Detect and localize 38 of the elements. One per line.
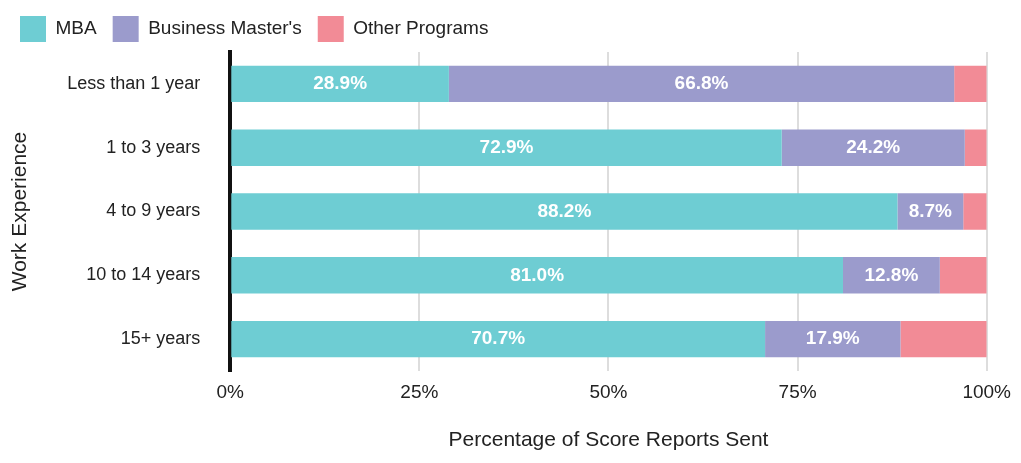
data-label: 72.9% <box>479 135 534 157</box>
bar <box>900 320 987 358</box>
bar <box>781 129 965 166</box>
bar <box>231 65 449 103</box>
bar <box>448 65 955 103</box>
bar <box>963 193 987 230</box>
bar <box>231 193 898 230</box>
y-tick-label: 15+ years <box>120 328 201 349</box>
x-tick-label: 100% <box>962 380 1012 402</box>
bar <box>954 65 987 103</box>
bar <box>231 320 766 358</box>
x-tick-label: 50% <box>589 380 628 402</box>
y-tick-label: 10 to 14 years <box>86 264 201 285</box>
y-tick-label: Less than 1 year <box>67 72 201 93</box>
x-axis-title: Percentage of Score Reports Sent <box>448 427 769 451</box>
legend-label: MBA <box>55 17 97 39</box>
data-label: 17.9% <box>805 327 860 349</box>
x-tick-label: 75% <box>778 380 817 402</box>
y-axis-title: Work Experience <box>7 131 31 292</box>
data-label: 24.2% <box>846 135 901 157</box>
legend-label: Business Master's <box>148 17 302 39</box>
data-label: 66.8% <box>674 72 729 94</box>
y-tick-label: 1 to 3 years <box>106 136 201 157</box>
bar <box>964 129 987 166</box>
bar <box>231 257 843 294</box>
y-tick-label: 4 to 9 years <box>106 200 201 221</box>
data-label: 28.9% <box>313 72 368 94</box>
bar <box>939 257 987 294</box>
data-label: 70.7% <box>471 327 526 349</box>
bar <box>231 129 782 166</box>
data-label: 88.2% <box>537 199 592 221</box>
data-label: 12.8% <box>864 263 919 285</box>
data-label: 81.0% <box>510 263 565 285</box>
data-label: 8.7% <box>908 199 953 221</box>
x-tick-label: 0% <box>216 380 245 402</box>
x-tick-label: 25% <box>400 380 439 402</box>
bar <box>765 320 901 358</box>
legend-label: Other Programs <box>353 17 489 39</box>
